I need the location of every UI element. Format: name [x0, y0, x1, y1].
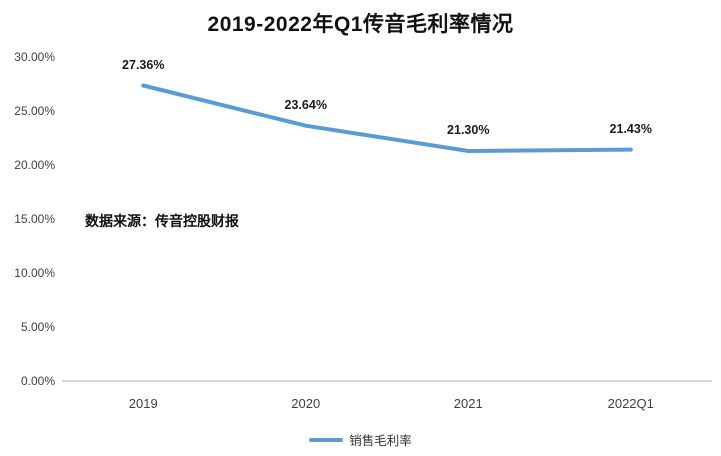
y-tick-label: 20.00% [14, 158, 55, 172]
y-tick-label: 5.00% [20, 320, 55, 334]
legend-line-icon [309, 437, 344, 442]
data-label: 21.30% [447, 122, 490, 137]
data-label: 21.43% [609, 121, 652, 136]
y-tick-label: 10.00% [14, 266, 55, 280]
data-label: 23.64% [284, 97, 327, 112]
y-tick-label: 30.00% [14, 50, 55, 64]
y-tick-label: 25.00% [14, 104, 55, 118]
source-note: 数据来源：传音控股财报 [85, 213, 239, 229]
x-tick-label: 2019 [128, 396, 158, 411]
x-tick-label: 2020 [291, 396, 321, 411]
y-tick-label: 0.00% [20, 374, 55, 388]
y-tick-label: 15.00% [14, 212, 55, 226]
legend: 销售毛利率 [0, 430, 721, 449]
x-tick-label: 2022Q1 [607, 396, 654, 411]
data-label: 27.36% [122, 57, 165, 72]
chart-title: 2019-2022年Q1传音毛利率情况 [207, 13, 514, 36]
series-line [141, 83, 633, 153]
legend-label: 销售毛利率 [349, 434, 412, 448]
x-tick-label: 2021 [453, 396, 483, 411]
